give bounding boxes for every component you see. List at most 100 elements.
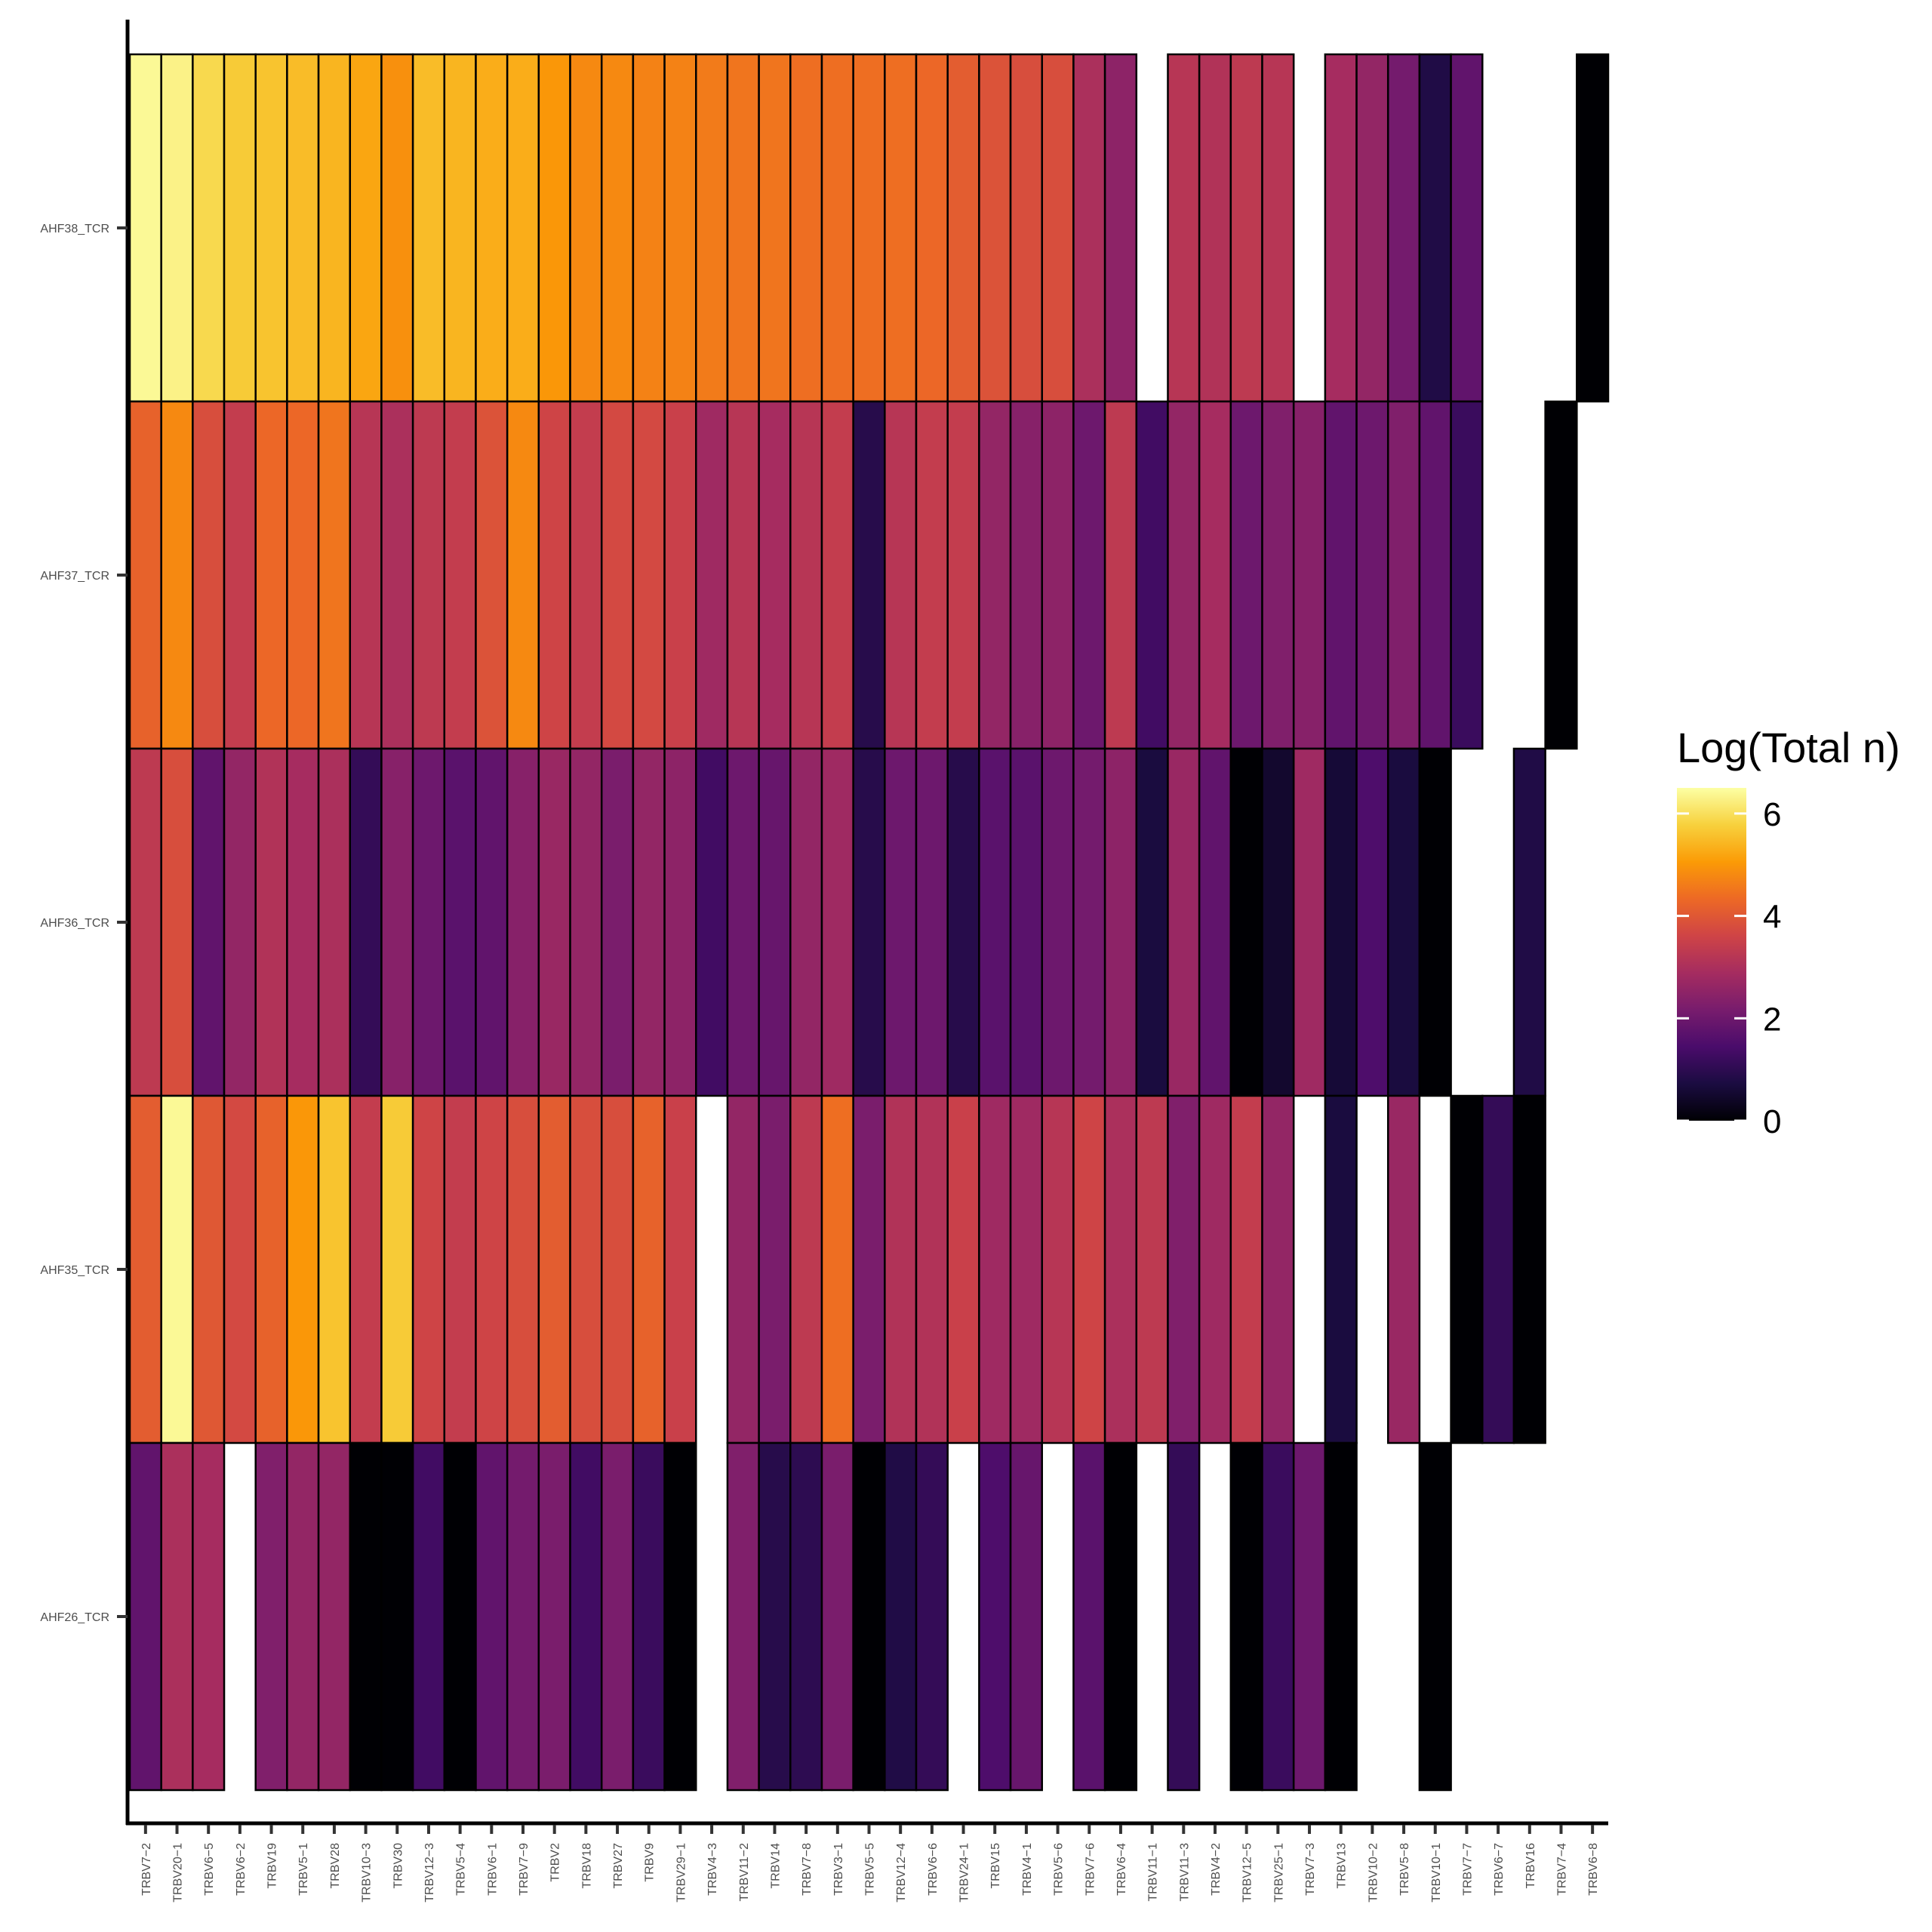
heatmap-cell — [820, 53, 854, 403]
heatmap-cell — [852, 1094, 886, 1444]
heatmap-cell — [349, 1441, 383, 1792]
heatmap-cell — [537, 1094, 571, 1444]
heatmap-cell — [632, 1094, 666, 1444]
heatmap-cell — [1229, 1094, 1263, 1444]
x-tick-label: TRBV16 — [1524, 1843, 1537, 1889]
legend-ticks: 6 4 2 0 — [1677, 796, 1781, 1140]
y-tick-label: AHF35_TCR — [40, 1264, 109, 1277]
x-tick-label: TRBV25−1 — [1272, 1843, 1285, 1903]
heatmap-cell — [160, 1094, 194, 1444]
heatmap-cell — [726, 1094, 760, 1444]
heatmap-cell — [192, 1094, 226, 1444]
heatmap-cell — [349, 400, 383, 750]
heatmap-cell — [978, 400, 1012, 750]
heatmap-cell — [411, 400, 446, 750]
heatmap-cell — [1576, 53, 1610, 403]
heatmap-cell — [978, 747, 1012, 1097]
heatmap-cell — [1072, 1094, 1106, 1444]
x-tick-label: TRBV11−1 — [1147, 1843, 1160, 1902]
x-tick-label: TRBV12−3 — [423, 1843, 436, 1903]
heatmap-cell — [663, 53, 697, 403]
heatmap-cell — [537, 53, 571, 403]
heatmap-cell — [317, 1441, 352, 1792]
heatmap-cell — [1198, 53, 1232, 403]
heatmap-cell — [1261, 1094, 1295, 1444]
heatmap-cell — [192, 747, 226, 1097]
heatmap-cell — [349, 1094, 383, 1444]
heatmap-cell — [820, 400, 854, 750]
heatmap-cell — [192, 400, 226, 750]
heatmap-cell — [915, 1441, 949, 1792]
heatmap-cell — [475, 1094, 509, 1444]
heatmap-cell — [1103, 1441, 1138, 1792]
heatmap-cell — [443, 1441, 477, 1792]
heatmap-cell — [978, 53, 1012, 403]
heatmap-cell — [569, 400, 603, 750]
y-tick-label: AHF38_TCR — [40, 223, 109, 235]
x-tick-label: TRBV5−6 — [1053, 1843, 1066, 1896]
heatmap-cell — [1041, 747, 1075, 1097]
heatmap-cell — [411, 53, 446, 403]
heatmap-cell — [128, 1441, 162, 1792]
heatmap-cell — [695, 53, 729, 403]
heatmap-cell — [1072, 400, 1106, 750]
heatmap-cell — [695, 400, 729, 750]
heatmap-cell — [632, 747, 666, 1097]
heatmap-cell — [1544, 400, 1578, 750]
heatmap-cell — [128, 53, 162, 403]
heatmap-cell — [192, 1441, 226, 1792]
heatmap-cell — [1167, 53, 1201, 403]
heatmap-cell — [286, 400, 320, 750]
heatmap-cell — [1009, 1441, 1043, 1792]
legend-tick-label: 6 — [1763, 796, 1781, 833]
heatmap-cell — [1512, 1094, 1546, 1444]
x-tick-label: TRBV28 — [329, 1843, 342, 1889]
x-tick-label: TRBV7−4 — [1555, 1843, 1568, 1896]
heatmap-cell — [758, 400, 792, 750]
heatmap-cell — [160, 53, 194, 403]
heatmap-cell — [820, 1441, 854, 1792]
heatmap-cell — [349, 53, 383, 403]
heatmap-cell — [600, 747, 635, 1097]
heatmap-cell — [223, 400, 257, 750]
heatmap-cell — [1292, 747, 1327, 1097]
heatmap-cell — [915, 747, 949, 1097]
heatmap-cell — [569, 53, 603, 403]
heatmap-cell — [192, 53, 226, 403]
heatmap-cell — [160, 1441, 194, 1792]
heatmap-cell — [600, 53, 635, 403]
heatmap-cell — [978, 1094, 1012, 1444]
heatmap-cell — [1072, 1441, 1106, 1792]
x-tick-label: TRBV15 — [989, 1843, 1002, 1889]
heatmap-cell — [569, 1441, 603, 1792]
heatmap-cell — [537, 400, 571, 750]
heatmap-cell — [852, 747, 886, 1097]
heatmap-cell — [1450, 400, 1484, 750]
x-tick-label: TRBV4−1 — [1021, 1843, 1034, 1896]
legend-color-bar — [1677, 788, 1746, 1121]
heatmap-cell — [1009, 400, 1043, 750]
heatmap-cell — [317, 747, 352, 1097]
heatmap-cell — [380, 747, 414, 1097]
heatmap-cell — [506, 400, 540, 750]
x-tick-label: TRBV7−3 — [1304, 1843, 1317, 1896]
x-tick-label: TRBV12−5 — [1241, 1843, 1254, 1903]
legend-tick-label: 4 — [1763, 899, 1781, 936]
heatmap-cell — [632, 1441, 666, 1792]
heatmap-cell — [600, 1441, 635, 1792]
heatmap-cell — [286, 1441, 320, 1792]
heatmap-cell — [1041, 1094, 1075, 1444]
heatmap-cell — [1261, 1441, 1295, 1792]
heatmap-cell — [1041, 400, 1075, 750]
heatmap-cell — [1261, 400, 1295, 750]
heatmap-cell — [758, 747, 792, 1097]
x-tick-label: TRBV6−7 — [1493, 1843, 1506, 1896]
x-tick-label: TRBV20−1 — [172, 1843, 185, 1903]
heatmap-cell — [128, 747, 162, 1097]
heatmap-cell — [1450, 1094, 1484, 1444]
heatmap-cell — [443, 400, 477, 750]
heatmap-cell — [160, 747, 194, 1097]
heatmap-cell — [1041, 53, 1075, 403]
x-tick-label: TRBV6−2 — [235, 1843, 248, 1896]
heatmap-cell — [946, 1094, 980, 1444]
